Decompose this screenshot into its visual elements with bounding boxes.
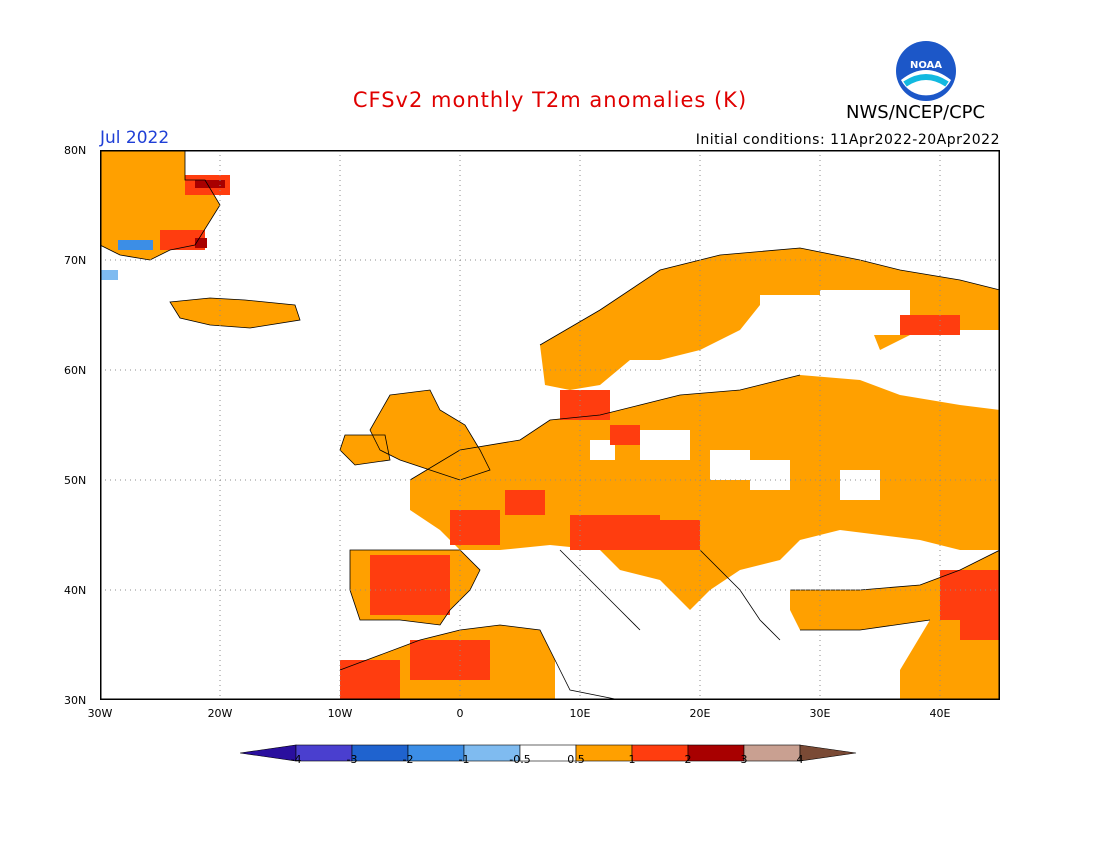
lat-label-60n: 60N (64, 364, 87, 377)
lon-label-30w: 30W (87, 707, 113, 720)
color-bar-tick-label: -4 (290, 753, 302, 766)
anomaly-map (100, 150, 1000, 700)
graticule-layer (100, 150, 1000, 700)
agency-label: NWS/NCEP/CPC (846, 102, 986, 123)
lon-label-10w: 10W (327, 707, 353, 720)
lon-label-10e: 10E (569, 707, 591, 720)
color-bar-tick-label: 2 (684, 753, 692, 766)
lon-label-20e: 20E (689, 707, 711, 720)
color-bar-tick-label: 4 (796, 753, 804, 766)
initial-conditions: Initial conditions: 11Apr2022-20Apr2022 (695, 132, 1000, 148)
map-title: CFSv2 monthly T2m anomalies (K) (352, 88, 748, 112)
color-bar-tick-label: -0.5 (509, 753, 531, 766)
color-bar-arrow-high (799, 744, 857, 762)
lat-label-80n: 80N (64, 144, 87, 157)
noaa-logo: NOAA (896, 41, 956, 101)
lon-label-40e: 40E (929, 707, 951, 720)
color-bar-tick-label: -3 (346, 753, 358, 766)
lat-label-30n: 30N (64, 694, 87, 707)
color-bar-tick-label: 1 (628, 753, 636, 766)
color-bar-tick-label: -2 (402, 753, 414, 766)
noaa-logo-text: NOAA (910, 60, 942, 71)
lon-label-20w: 20W (207, 707, 233, 720)
color-bar-tick-label: 3 (740, 753, 748, 766)
forecast-month: Jul 2022 (100, 128, 170, 148)
lat-label-50n: 50N (64, 474, 87, 487)
lon-label-0: 0 (456, 707, 464, 720)
lat-label-40n: 40N (64, 584, 87, 597)
color-bar (240, 744, 857, 762)
map-frame (100, 150, 1000, 700)
lat-label-70n: 70N (64, 254, 87, 267)
color-bar-tick-label: 0.5 (567, 753, 585, 766)
color-bar-tick-label: -1 (458, 753, 470, 766)
lon-label-30e: 30E (809, 707, 831, 720)
